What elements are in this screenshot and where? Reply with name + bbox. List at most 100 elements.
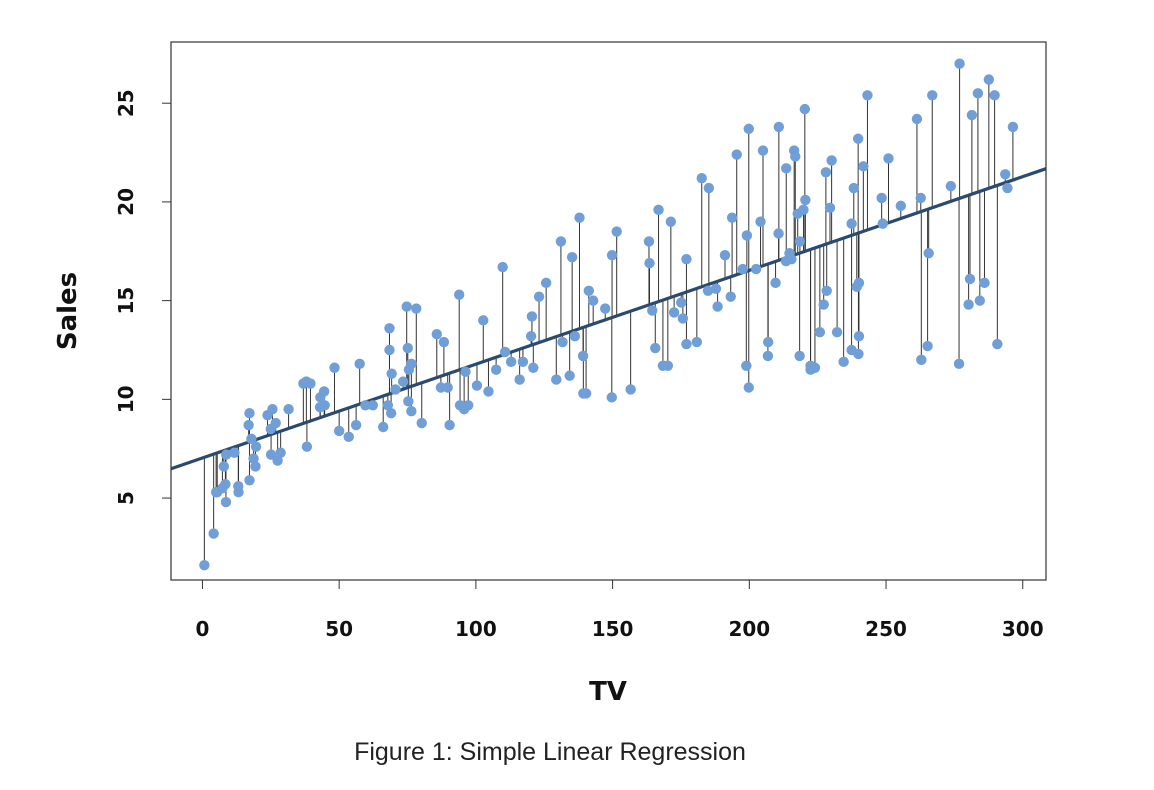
- data-point-22: [267, 404, 278, 415]
- data-point-151: [818, 299, 829, 310]
- data-point-112: [691, 336, 703, 348]
- data-point-77: [525, 330, 537, 342]
- regression-line-group: [170, 167, 1047, 471]
- data-point-73: [499, 346, 511, 358]
- data-point-167: [862, 90, 873, 101]
- data-point-155: [826, 155, 837, 166]
- data-point-183: [966, 109, 978, 121]
- data-point-0: [199, 559, 210, 571]
- data-point-102: [650, 342, 661, 354]
- scatter-points: [199, 58, 1019, 571]
- data-point-115: [703, 182, 715, 194]
- data-point-117: [712, 301, 723, 312]
- data-point-189: [992, 338, 1003, 350]
- x-tick-label-5: 250: [865, 617, 907, 641]
- data-point-81: [540, 277, 552, 289]
- data-point-176: [923, 248, 934, 259]
- data-point-11: [233, 486, 244, 498]
- data-point-66: [460, 366, 471, 377]
- x-tick-label-2: 100: [455, 617, 497, 641]
- data-point-125: [743, 123, 754, 135]
- data-point-6: [220, 479, 231, 490]
- data-point-33: [318, 386, 330, 397]
- x-tick-label-0: 0: [195, 617, 209, 641]
- data-point-51: [402, 342, 413, 354]
- data-point-150: [814, 327, 826, 338]
- data-point-171: [895, 200, 907, 212]
- data-point-93: [587, 295, 599, 306]
- data-point-92: [583, 285, 595, 296]
- data-point-180: [954, 58, 965, 69]
- data-point-48: [390, 384, 401, 395]
- data-point-39: [354, 358, 365, 370]
- x-tick-label-1: 50: [325, 617, 353, 641]
- data-point-70: [483, 386, 494, 397]
- data-point-86: [566, 252, 578, 263]
- regression-scatter-chart: 0 50 100 150 200 250 300 5 10 15 20 25 TV Sales: [53, 41, 1047, 707]
- data-point-62: [444, 419, 455, 431]
- data-point-17: [250, 461, 261, 472]
- data-point-100: [644, 257, 655, 269]
- y-axis: 5 10 15 20 25: [114, 89, 171, 505]
- data-point-120: [726, 212, 738, 223]
- data-point-138: [786, 253, 797, 265]
- data-point-157: [838, 356, 849, 368]
- data-point-144: [798, 204, 809, 216]
- data-point-186: [979, 277, 990, 289]
- x-axis: 0 50 100 150 200 250 300: [195, 580, 1044, 641]
- data-point-15: [246, 433, 257, 445]
- data-point-187: [983, 74, 995, 85]
- data-point-78: [526, 311, 538, 322]
- data-point-165: [853, 277, 865, 289]
- data-point-122: [737, 263, 748, 275]
- data-point-16: [248, 453, 259, 464]
- y-tick-label-1: 10: [114, 385, 138, 413]
- data-point-79: [528, 362, 539, 373]
- data-point-84: [557, 336, 568, 348]
- data-point-123: [741, 360, 752, 371]
- y-tick-label-3: 20: [114, 188, 138, 216]
- y-tick-label-2: 15: [114, 287, 138, 315]
- data-point-113: [696, 173, 707, 184]
- data-point-24: [272, 455, 283, 466]
- data-point-188: [989, 90, 1000, 101]
- data-point-105: [662, 360, 674, 371]
- data-point-34: [319, 400, 330, 411]
- x-tick-label-4: 200: [728, 617, 770, 641]
- data-point-173: [915, 192, 926, 204]
- data-point-75: [514, 374, 525, 385]
- residual-lines: [203, 63, 1014, 566]
- data-point-109: [677, 313, 689, 324]
- data-point-57: [416, 417, 427, 429]
- data-point-169: [877, 218, 888, 229]
- data-point-87: [569, 330, 581, 342]
- data-point-103: [653, 204, 664, 216]
- data-point-108: [676, 297, 687, 308]
- data-point-26: [283, 404, 294, 415]
- x-tick-label-3: 150: [592, 617, 634, 641]
- data-point-154: [824, 202, 836, 214]
- data-point-119: [725, 291, 736, 302]
- data-point-116: [710, 283, 722, 294]
- data-point-36: [333, 425, 345, 437]
- data-point-91: [580, 388, 592, 399]
- data-point-71: [490, 364, 502, 375]
- data-point-56: [411, 303, 422, 314]
- data-point-85: [564, 370, 575, 381]
- data-point-170: [883, 153, 894, 164]
- data-point-60: [438, 336, 450, 348]
- data-point-179: [953, 358, 965, 370]
- regression-line: [170, 167, 1047, 471]
- figure-caption: Figure 1: Simple Linear Regression: [354, 738, 746, 766]
- data-point-164: [853, 330, 865, 342]
- data-point-94: [600, 303, 611, 314]
- data-point-67: [463, 400, 474, 411]
- data-point-107: [668, 307, 680, 318]
- data-point-177: [927, 90, 938, 101]
- plot-frame: [170, 41, 1047, 581]
- data-point-156: [831, 327, 843, 338]
- data-point-82: [551, 374, 562, 385]
- data-point-146: [800, 194, 811, 206]
- data-point-106: [665, 216, 677, 227]
- data-point-35: [329, 362, 340, 373]
